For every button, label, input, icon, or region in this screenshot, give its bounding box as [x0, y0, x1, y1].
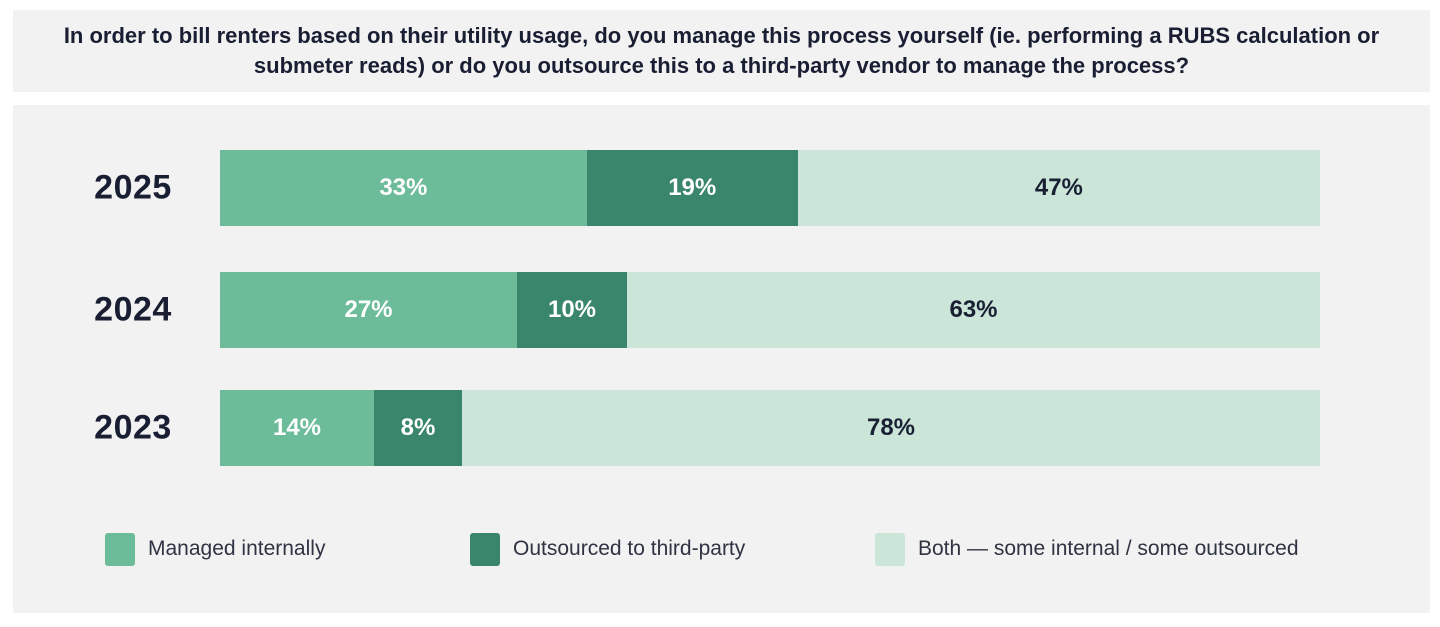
bar-segment-both-some-internal-some-outsourced: 47%: [797, 150, 1320, 226]
legend-item-both-some-internal-some-outsourced: Both — some internal / some outsourced: [875, 532, 1299, 566]
bar-segment-both-some-internal-some-outsourced: 78%: [462, 390, 1320, 466]
stacked-bar-2023: 14% 8% 78%: [220, 390, 1320, 466]
legend-swatch-both-some-internal-some-outsourced: [875, 532, 905, 566]
bar-segment-both-some-internal-some-outsourced: 63%: [627, 272, 1320, 348]
segment-value-label: 78%: [866, 414, 916, 441]
legend-item-managed-internally: Managed internally: [105, 532, 325, 566]
bar-segment-outsourced-to-third-party: 19%: [586, 150, 798, 226]
legend-label: Managed internally: [148, 537, 326, 560]
legend-label: Both — some internal / some outsourced: [918, 537, 1299, 560]
bar-segment-managed-internally: 27%: [220, 272, 517, 348]
bar-segment-managed-internally: 33%: [220, 150, 587, 226]
stacked-bar-2025: 33% 19% 47%: [220, 150, 1320, 226]
segment-value-label: 19%: [668, 174, 717, 201]
bar-segment-outsourced-to-third-party: 8%: [374, 390, 462, 466]
bar-row-2025: 2025 33% 19% 47%: [13, 150, 1430, 226]
chart-area: 2025 33% 19% 47% 2024 27% 10% 63% 2023 14% 8% 78% M…: [13, 105, 1430, 613]
segment-value-label: 10%: [547, 296, 597, 323]
chart-title: In order to bill renters based on their …: [63, 23, 1380, 78]
chart-title-band: In order to bill renters based on their …: [13, 10, 1430, 92]
legend-label: Outsourced to third-party: [513, 537, 746, 560]
segment-value-label: 63%: [949, 296, 998, 323]
year-label-2023: 2023: [94, 408, 172, 447]
segment-value-label: 47%: [1034, 174, 1083, 201]
year-label-2025: 2025: [94, 168, 172, 207]
legend-item-outsourced-to-third-party: Outsourced to third-party: [470, 532, 745, 566]
stacked-bar-2024: 27% 10% 63%: [220, 272, 1320, 348]
bar-row-2024: 2024 27% 10% 63%: [13, 272, 1430, 348]
segment-value-label: 33%: [379, 174, 428, 201]
bar-row-2023: 2023 14% 8% 78%: [13, 390, 1430, 466]
legend-swatch-outsourced-to-third-party: [470, 532, 500, 566]
segment-value-label: 8%: [400, 414, 436, 441]
segment-value-label: 14%: [272, 414, 322, 441]
year-label-2024: 2024: [94, 290, 172, 329]
bar-segment-outsourced-to-third-party: 10%: [517, 272, 627, 348]
legend-swatch-managed-internally: [105, 532, 135, 566]
bar-segment-managed-internally: 14%: [220, 390, 374, 466]
segment-value-label: 27%: [344, 296, 393, 323]
